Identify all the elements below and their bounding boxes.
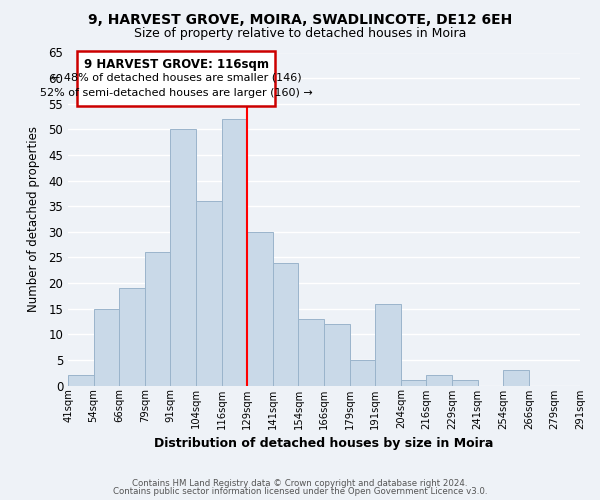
Text: Size of property relative to detached houses in Moira: Size of property relative to detached ho…	[134, 28, 466, 40]
Text: 9, HARVEST GROVE, MOIRA, SWADLINCOTE, DE12 6EH: 9, HARVEST GROVE, MOIRA, SWADLINCOTE, DE…	[88, 12, 512, 26]
Bar	[401, 380, 427, 386]
Bar	[119, 288, 145, 386]
Text: 9 HARVEST GROVE: 116sqm: 9 HARVEST GROVE: 116sqm	[84, 58, 269, 70]
FancyBboxPatch shape	[77, 52, 275, 106]
Text: Contains HM Land Registry data © Crown copyright and database right 2024.: Contains HM Land Registry data © Crown c…	[132, 478, 468, 488]
Bar	[145, 252, 170, 386]
Bar	[324, 324, 350, 386]
Text: 52% of semi-detached houses are larger (160) →: 52% of semi-detached houses are larger (…	[40, 88, 313, 99]
Bar	[298, 319, 324, 386]
Bar	[68, 376, 94, 386]
Y-axis label: Number of detached properties: Number of detached properties	[27, 126, 40, 312]
Bar	[221, 119, 247, 386]
Bar	[503, 370, 529, 386]
Bar	[94, 308, 119, 386]
Bar	[170, 130, 196, 386]
Bar	[273, 262, 298, 386]
X-axis label: Distribution of detached houses by size in Moira: Distribution of detached houses by size …	[154, 437, 494, 450]
Bar	[247, 232, 273, 386]
Bar	[375, 304, 401, 386]
Bar	[427, 376, 452, 386]
Bar	[452, 380, 478, 386]
Bar	[196, 201, 221, 386]
Bar	[350, 360, 375, 386]
Text: ← 48% of detached houses are smaller (146): ← 48% of detached houses are smaller (14…	[51, 73, 302, 83]
Text: Contains public sector information licensed under the Open Government Licence v3: Contains public sector information licen…	[113, 487, 487, 496]
